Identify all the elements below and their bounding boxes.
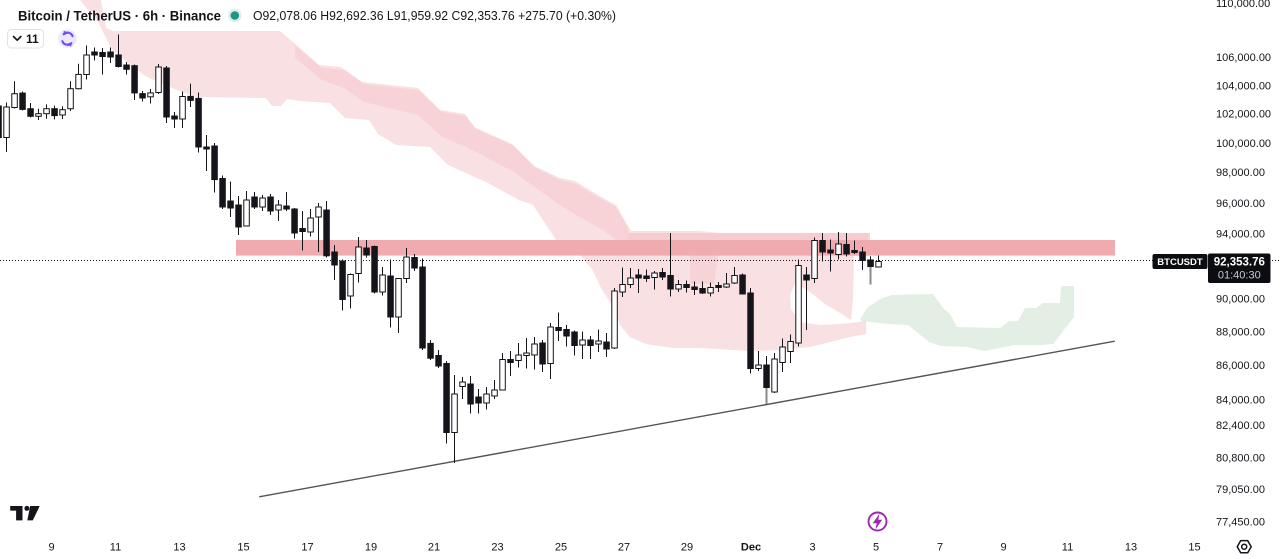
svg-text:7: 7 (937, 542, 943, 554)
svg-text:25: 25 (555, 542, 567, 554)
svg-text:BTCUSDT: BTCUSDT (1157, 257, 1203, 268)
svg-text:O92,078.06 H92,692.36 L91,959.: O92,078.06 H92,692.36 L91,959.92 C92,353… (253, 9, 616, 23)
svg-text:88,000.00: 88,000.00 (1216, 327, 1265, 339)
svg-text:94,000.00: 94,000.00 (1216, 229, 1265, 241)
svg-text:Bitcoin / TetherUS · 6h · Bina: Bitcoin / TetherUS · 6h · Binance (18, 8, 221, 24)
svg-text:Dec: Dec (741, 542, 761, 554)
svg-text:77,450.00: 77,450.00 (1216, 517, 1265, 529)
svg-text:13: 13 (173, 542, 185, 554)
svg-text:104,000.00: 104,000.00 (1216, 81, 1271, 93)
svg-text:98,000.00: 98,000.00 (1216, 167, 1265, 179)
svg-text:11: 11 (1062, 542, 1073, 554)
svg-text:01:40:30: 01:40:30 (1218, 270, 1261, 282)
svg-text:23: 23 (491, 542, 503, 554)
svg-text:100,000.00: 100,000.00 (1216, 138, 1271, 150)
svg-text:15: 15 (1188, 542, 1200, 554)
svg-text:21: 21 (428, 542, 440, 554)
svg-text:79,050.00: 79,050.00 (1216, 484, 1265, 496)
svg-text:102,000.00: 102,000.00 (1216, 109, 1271, 121)
svg-text:19: 19 (365, 542, 377, 554)
svg-text:11: 11 (26, 32, 39, 46)
svg-text:86,000.00: 86,000.00 (1216, 360, 1265, 372)
svg-text:3: 3 (809, 542, 815, 554)
svg-text:27: 27 (618, 542, 630, 554)
svg-text:13: 13 (1125, 542, 1137, 554)
svg-text:106,000.00: 106,000.00 (1216, 52, 1271, 64)
svg-text:84,000.00: 84,000.00 (1216, 395, 1265, 407)
svg-text:90,000.00: 90,000.00 (1216, 294, 1265, 306)
svg-text:9: 9 (48, 542, 54, 554)
svg-text:82,400.00: 82,400.00 (1216, 420, 1265, 432)
svg-text:15: 15 (237, 542, 249, 554)
svg-text:92,353.76: 92,353.76 (1214, 257, 1265, 269)
svg-text:110,000.00: 110,000.00 (1216, 0, 1270, 10)
svg-text:9: 9 (1000, 542, 1006, 554)
svg-text:17: 17 (301, 542, 313, 554)
svg-text:11: 11 (110, 542, 121, 554)
svg-text:29: 29 (681, 542, 693, 554)
svg-text:96,000.00: 96,000.00 (1216, 198, 1265, 210)
svg-text:5: 5 (873, 542, 879, 554)
svg-text:80,800.00: 80,800.00 (1216, 453, 1265, 465)
